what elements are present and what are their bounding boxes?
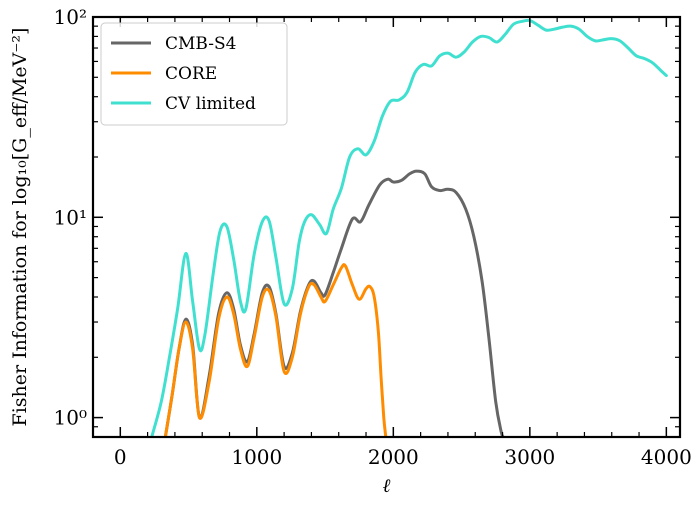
axes: 0 1000 2000 3000 4000 10⁰ 10¹ 10² ℓ Fisher Inform… [9, 5, 692, 497]
y-tick-label: 10⁰ [54, 406, 87, 430]
x-tick-label: 3000 [504, 445, 555, 469]
y-axis-label: Fisher Information for log₁₀[G_eff/MeV⁻²… [9, 28, 31, 427]
series-lines [150, 18, 668, 437]
x-tick-label: 4000 [641, 445, 692, 469]
legend-label-cmb-s4: CMB-S4 [165, 34, 236, 54]
y-tick-label: 10¹ [54, 205, 87, 229]
legend-label-cv-limited: CV limited [165, 94, 256, 114]
series-line-cmb-s4 [163, 169, 505, 437]
series-line-cv-limited [150, 18, 668, 437]
x-tick-label: 1000 [231, 445, 282, 469]
legend: CMB-S4 CORE CV limited [100, 22, 288, 126]
y-tick-label: 10² [54, 5, 87, 29]
series-line-core [163, 263, 388, 437]
legend-label-core: CORE [165, 64, 217, 84]
legend-box [100, 22, 288, 126]
x-tick-label: 2000 [368, 445, 419, 469]
x-axis-label: ℓ [383, 475, 391, 497]
x-tick-label: 0 [114, 445, 127, 469]
